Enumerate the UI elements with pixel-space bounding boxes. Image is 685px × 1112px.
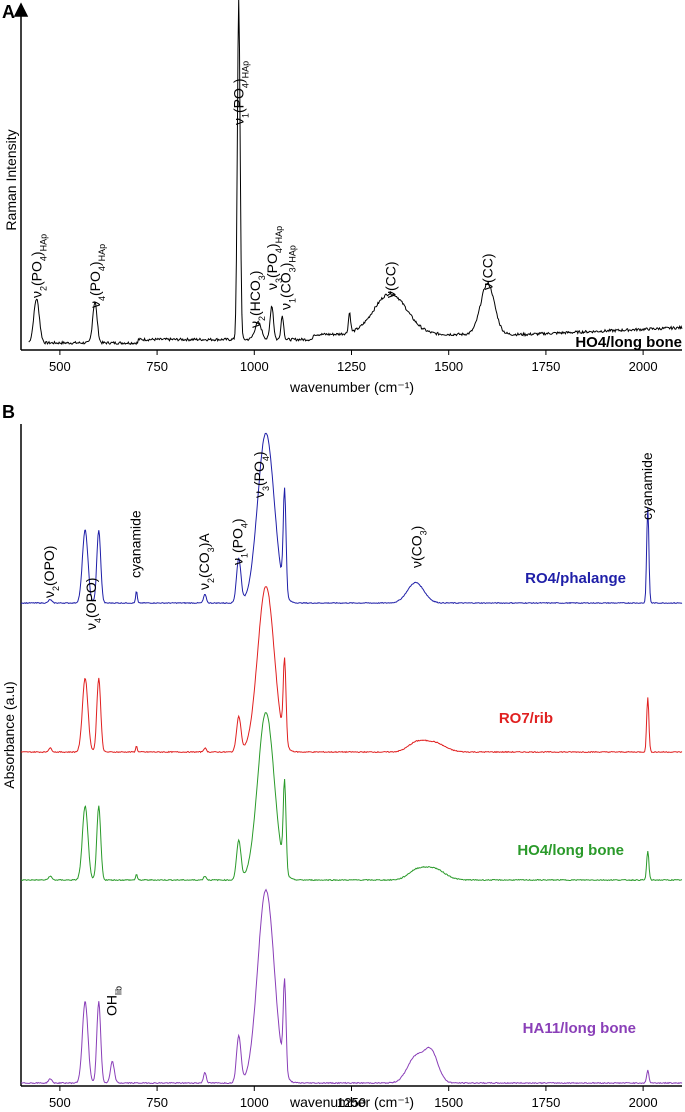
panel-b-y-axis-label: Absorbance (a.u) xyxy=(1,681,17,788)
series-line-ho4-long-bone xyxy=(20,712,683,882)
panel-b-tick-label-2000: 2000 xyxy=(629,1095,658,1110)
panel-a-tick-label-750: 750 xyxy=(146,359,168,374)
series-label-2: HO4/long bone xyxy=(517,842,624,859)
panel-a-y-arrow xyxy=(13,2,29,350)
panel-b-series xyxy=(20,432,683,1085)
panel-b-tick-label-750: 750 xyxy=(146,1095,168,1110)
annotation-v4-opo: ν4(OPO) xyxy=(83,578,103,630)
series-line-ro7-rib xyxy=(20,586,683,754)
panel-a-sample-label: HO4/long bone xyxy=(575,334,682,351)
panel-a-annotations: ν2(PO4)HAp ν4(PO4)HAp ν1(PO4)HAp ν2(HCO3)ν3… xyxy=(29,61,496,328)
panel-a-tick-label-500: 500 xyxy=(49,359,71,374)
panel-b-series-labels: RO4/phalange RO7/rib HO4/long bone HA11/lon… xyxy=(499,570,636,1037)
series-label-0: RO4/phalange xyxy=(525,570,626,587)
panel-a-label: A xyxy=(2,2,15,22)
panel-a-annotation-5: ν1(CO3)HAp xyxy=(277,245,297,310)
panel-a-annotation-1: ν4(PO4)HAp xyxy=(87,244,107,308)
panel-a-x-ticks: 500 750 1000 1250 1500 1750 2000 xyxy=(49,350,658,374)
panel-a-tick-label-1500: 1500 xyxy=(434,359,463,374)
panel-b-x-ticks: 500 750 1000 1250 1500 1750 2000 xyxy=(49,1086,658,1110)
annotation-cyanamide-2: cyanamide xyxy=(639,452,655,520)
panel-a-annotation-4: ν3(PO4)HAp xyxy=(264,226,284,290)
panel-b-tick-label-1000: 1000 xyxy=(240,1095,269,1110)
annotation-v2-co3: ν2(CO3)A xyxy=(196,533,216,590)
panel-b-x-axis-label: wavenumber (cm⁻¹) xyxy=(289,1094,414,1110)
panel-a-x-axis-label: wavenumber (cm⁻¹) xyxy=(289,379,414,395)
panel-b-tick-label-1750: 1750 xyxy=(531,1095,560,1110)
panel-a-annotation-2: ν1(PO4)HAp xyxy=(231,61,251,125)
panel-a-y-axis-label: Raman Intensity xyxy=(3,129,19,230)
panel-a: A Raman Intensity 500 750 1000 1250 1500 1750… xyxy=(2,0,683,395)
annotation-v1-po4: ν1(PO4) xyxy=(230,518,250,565)
panel-a-tick-label-1000: 1000 xyxy=(240,359,269,374)
panel-a-tick-label-1250: 1250 xyxy=(337,359,366,374)
panel-a-annotation-3: ν2(HCO3) xyxy=(247,271,267,328)
annotation-cyanamide-1: cyanamide xyxy=(128,510,144,578)
series-label-1: RO7/rib xyxy=(499,710,553,727)
annotation-v3-po4: ν3(PO4) xyxy=(251,451,271,498)
panel-b-tick-label-1250: 1250 xyxy=(337,1095,366,1110)
panel-a-annotation-6: ν(CC) xyxy=(382,261,398,298)
series-line-ha11-long-bone xyxy=(20,888,683,1085)
panel-b-tick-label-500: 500 xyxy=(49,1095,71,1110)
panel-a-annotation-0: ν2(PO4)HAp xyxy=(29,234,49,298)
panel-b-label: B xyxy=(2,402,15,422)
panel-b: B Absorbance (a.u) 500 750 1000 1250 1500 175… xyxy=(1,402,683,1110)
panel-a-annotation-7: ν(CC) xyxy=(480,253,496,290)
series-line-ro4-phalange xyxy=(20,432,683,605)
annotation-oh-lib: OHlib xyxy=(103,986,123,1016)
panel-b-annotations: ν2(OPO) ν4(OPO) cyanamide ν2(CO3)A ν1(PO4)ν3… xyxy=(41,451,655,1016)
panel-a-tick-label-2000: 2000 xyxy=(629,359,658,374)
annotation-v-co3: ν(CO3) xyxy=(409,526,429,568)
panel-b-tick-label-1500: 1500 xyxy=(434,1095,463,1110)
series-label-3: HA11/long bone xyxy=(523,1020,636,1037)
annotation-v2-opo: ν2(OPO) xyxy=(41,546,61,598)
panel-a-spectrum-line xyxy=(28,0,683,346)
panel-a-tick-label-1750: 1750 xyxy=(531,359,560,374)
